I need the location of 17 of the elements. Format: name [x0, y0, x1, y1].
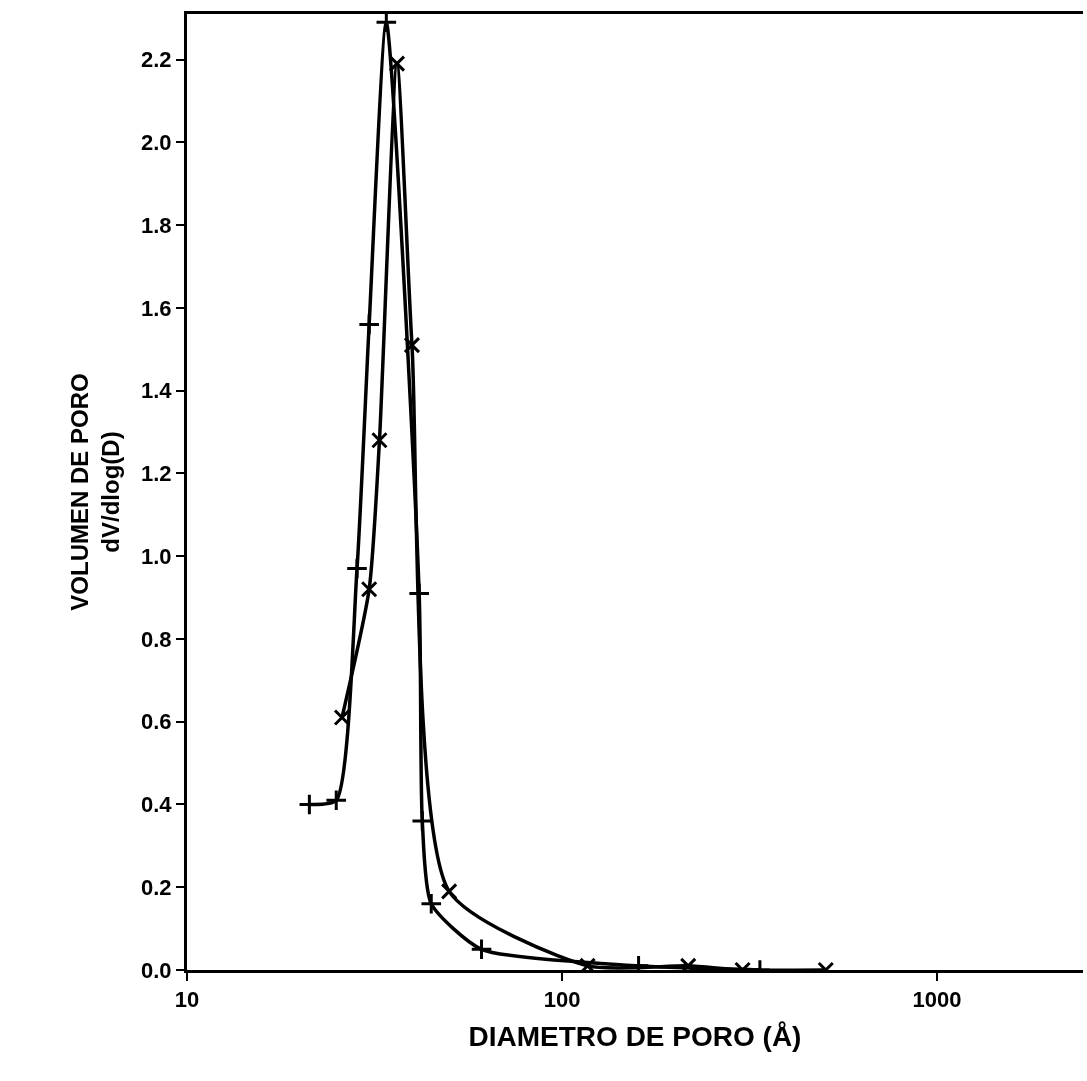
y-tick-label: 0.8	[141, 626, 172, 652]
y-tick-label: 1.8	[141, 212, 172, 238]
x-tick-label: 1000	[912, 987, 962, 1013]
x-tick-label: 10	[174, 987, 200, 1013]
x-axis-title: DIAMETRO DE PORO (Å)	[468, 1020, 802, 1052]
y-axis-title: VOLUMEN DE PORO dV/dlog(D)	[65, 373, 125, 611]
y-tick-label: 1.2	[141, 461, 172, 487]
y-tick-label: 0.0	[141, 957, 172, 983]
y-tick-label: 0.4	[141, 792, 173, 818]
y-tick-label: 1.6	[141, 295, 172, 321]
y-tick-label: 1.4	[141, 378, 173, 404]
y-tick-label: 0.6	[141, 709, 172, 735]
x-tick-label: 100	[543, 987, 581, 1013]
y-tick-label: 0.2	[141, 874, 172, 900]
y-tick-label: 2.2	[141, 47, 172, 73]
y-tick-label: 2.0	[141, 129, 172, 155]
y-tick-label: 1.0	[141, 543, 172, 569]
